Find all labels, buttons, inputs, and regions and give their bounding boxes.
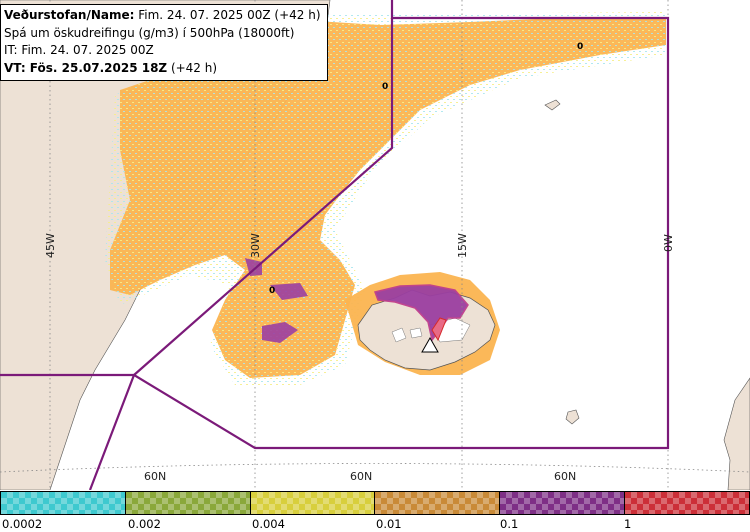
- info-line-2: Spá um öskudreifingu (g/m3) í 500hPa (18…: [4, 25, 295, 40]
- color-legend: 0.0002 0.002 0.004 0.01 0.1 1: [0, 491, 750, 532]
- legend-bar: [0, 491, 750, 515]
- ash-cloud-core: [431, 317, 447, 342]
- latitude-label-3: 60N: [554, 470, 577, 483]
- info-line-1-value: Fim. 24. 07. 2025 00Z (+42 h): [134, 8, 321, 22]
- ash-patch-2: [270, 283, 308, 300]
- legend-tick-6: 1: [624, 517, 632, 531]
- legend-tick-2: 0.002: [128, 517, 161, 531]
- longitude-label-30w: 30W: [249, 233, 262, 258]
- latitude-label-1: 60N: [144, 470, 167, 483]
- volcano-triangle-icon: [421, 336, 439, 353]
- legend-tick-5: 0.1: [500, 517, 519, 531]
- legend-tick-4: 0.01: [376, 517, 402, 531]
- ash-forecast-map: 45W 30W 15W 0W 60N 60N 60N 0 0 0 Veðurst…: [0, 0, 750, 490]
- legend-swatch-5: [499, 491, 625, 515]
- legend-swatch-3: [249, 491, 375, 515]
- info-line-4-label: VT: Fös. 25.07.2025 18Z: [4, 60, 168, 75]
- contour-label-3: 0: [269, 286, 276, 296]
- norway-coast: [723, 377, 750, 490]
- faroe-islands: [565, 409, 580, 425]
- latitude-label-2: 60N: [350, 470, 373, 483]
- glacier-langjokull: [391, 327, 407, 343]
- fir-boundary: [0, 0, 670, 490]
- info-line-4: VT: Fös. 25.07.2025 18Z (+42 h): [4, 60, 321, 78]
- longitude-label-15w: 15W: [456, 233, 469, 258]
- longitude-label-0w: 0W: [662, 234, 675, 252]
- info-line-3: IT: Fim. 24. 07. 2025 00Z: [4, 43, 154, 57]
- ash-patch-3: [262, 322, 298, 343]
- ash-patch-1: [245, 258, 262, 276]
- info-line-1: Veðurstofan/Name: Fim. 24. 07. 2025 00Z …: [4, 7, 321, 25]
- ash-cloud-fringe: [105, 12, 666, 385]
- legend-swatch-2: [124, 491, 250, 515]
- info-line-4-value: (+42 h): [167, 60, 218, 75]
- legend-swatch-1: [0, 491, 125, 515]
- legend-swatch-4: [374, 491, 500, 515]
- legend-tick-1: 0.0002: [2, 517, 43, 531]
- info-line-1-label: Veðurstofan/Name:: [4, 8, 135, 22]
- forecast-info-box: Veðurstofan/Name: Fim. 24. 07. 2025 00Z …: [0, 4, 328, 81]
- contour-label-2: 0: [382, 82, 389, 92]
- jan-mayen-island: [544, 99, 561, 111]
- glacier-hofsjokull: [409, 327, 423, 339]
- contour-label-1: 0: [577, 42, 584, 52]
- legend-swatch-6: [624, 491, 750, 515]
- legend-tick-3: 0.004: [252, 517, 285, 531]
- longitude-label-45w: 45W: [44, 233, 57, 258]
